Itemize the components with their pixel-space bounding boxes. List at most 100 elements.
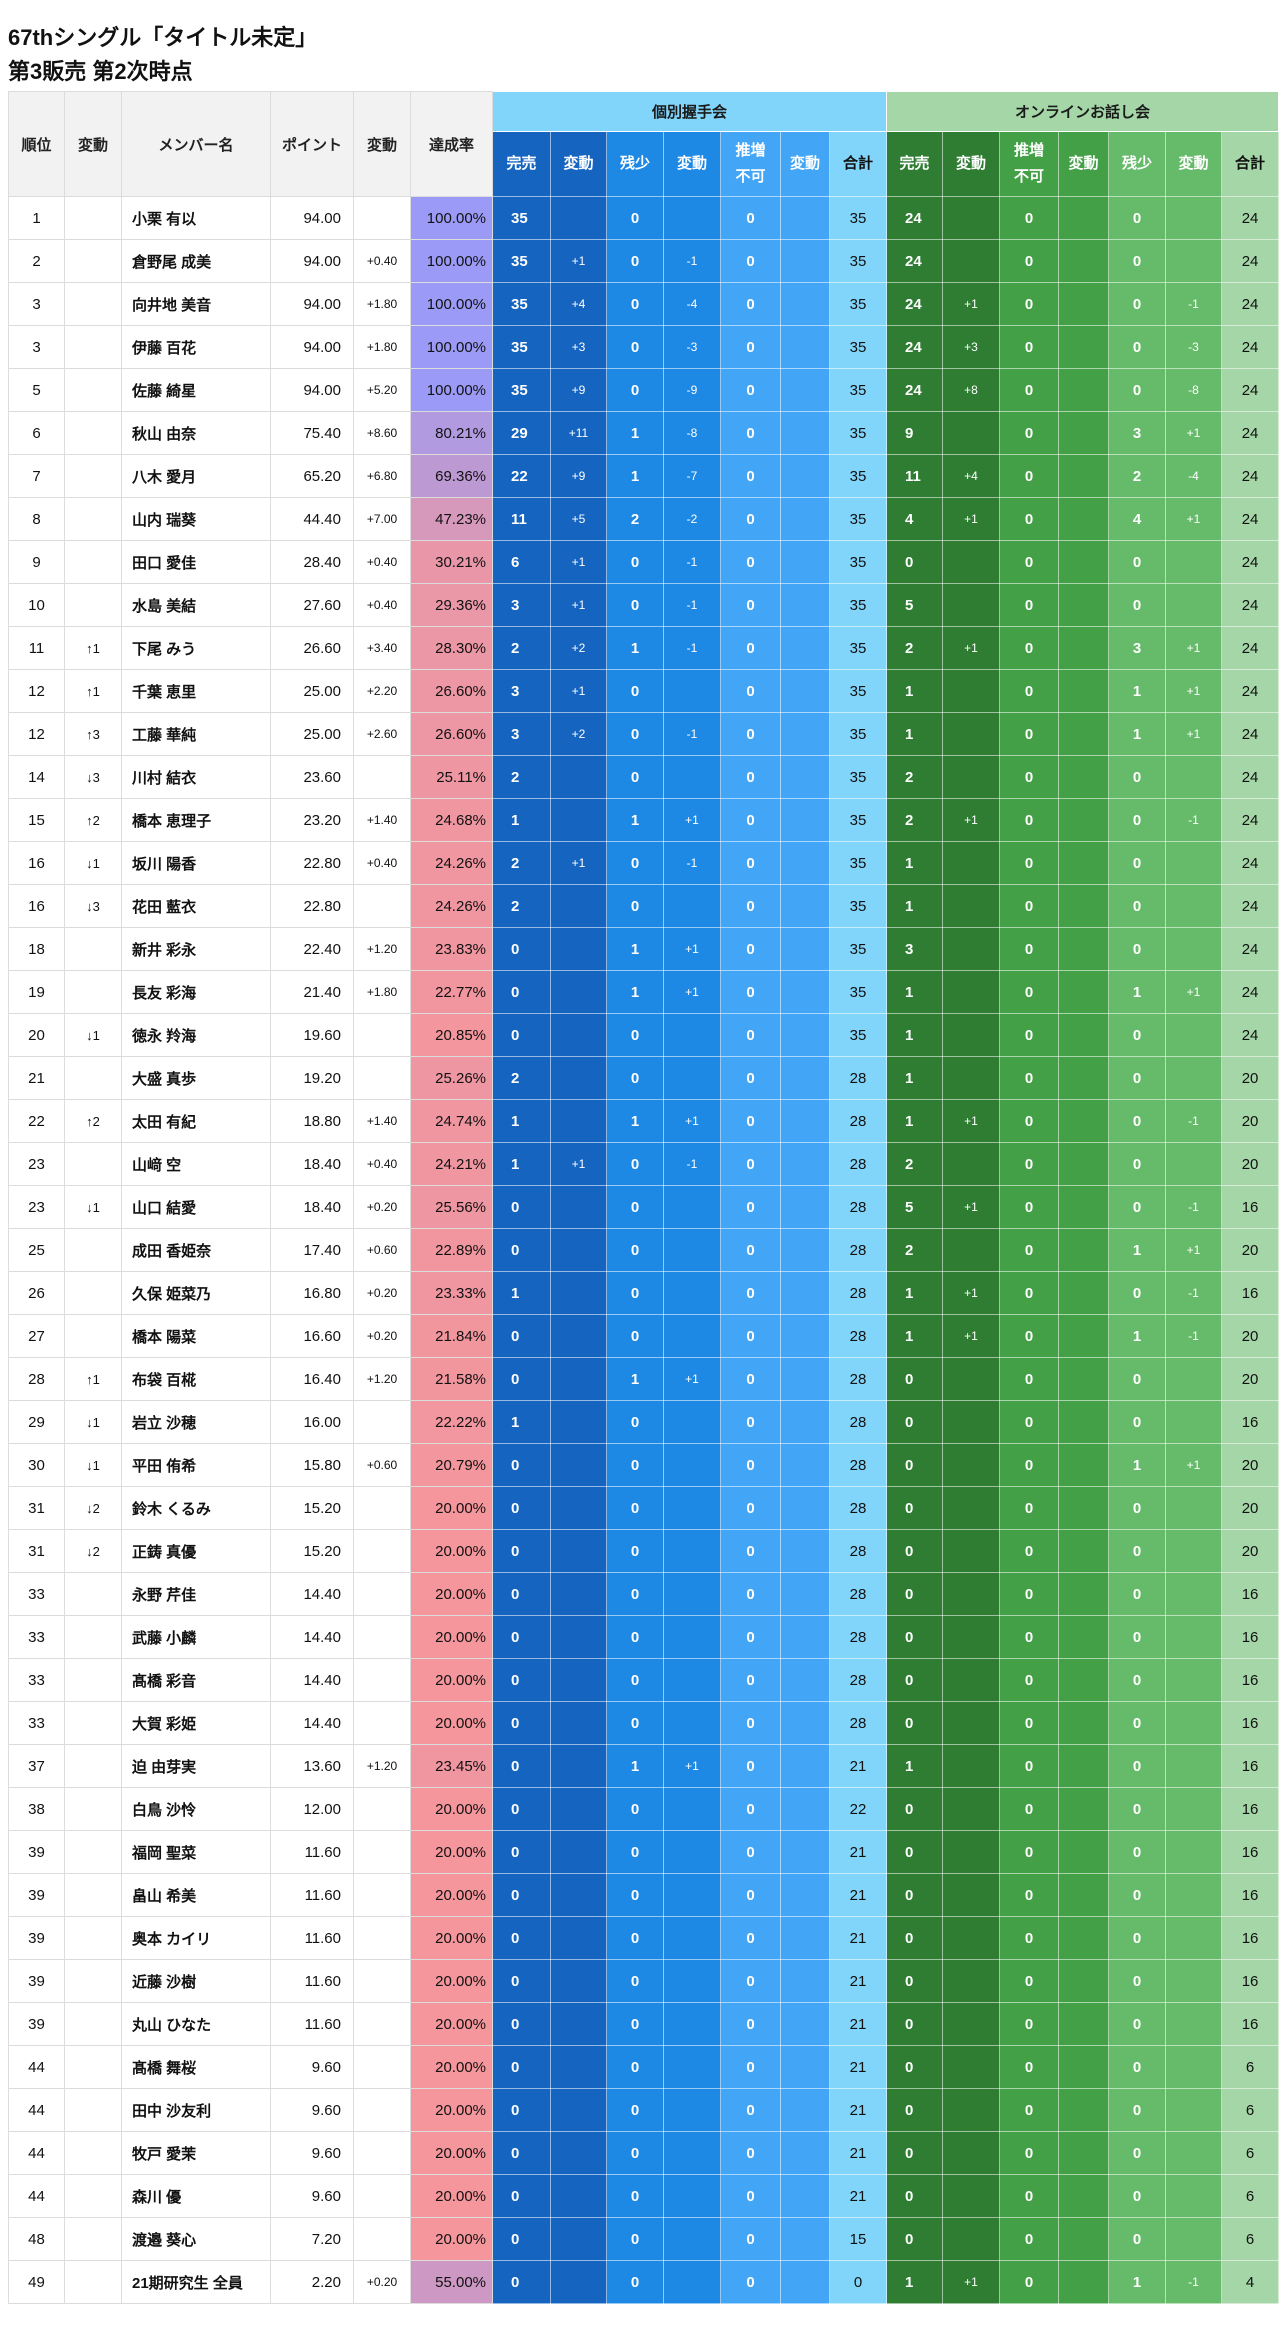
table-row[interactable]: 30 ↓1 平田 侑希 15.80 +0.60 20.79% 0 0 0 28 0 0 1 +1 20 (8, 1443, 1280, 1487)
table-row[interactable]: 10 水島 美結 27.60 +0.40 29.36% 3 +1 0 -1 0 35 5 0 0 24 (8, 583, 1280, 627)
handshake-cell: 35 (828, 196, 888, 240)
table-row[interactable]: 8 山内 瑞葵 44.40 +7.00 47.23% 11 +5 2 -2 0 35 4 +1 0 4 +1 2… (8, 497, 1280, 541)
table-row[interactable]: 33 大賀 彩姫 14.40 20.00% 0 0 0 28 0 0 0 16 (8, 1701, 1280, 1745)
handshake-col-header: 合計 (828, 131, 888, 197)
table-row[interactable]: 5 佐藤 綺星 94.00 +5.20 100.00% 35 +9 0 -9 0 35 24 +8 0 0-… (8, 368, 1280, 412)
table-row[interactable]: 38 白鳥 沙怜 12.00 20.00% 0 0 0 22 0 0 0 16 (8, 1787, 1280, 1831)
handshake-cell: +1 (550, 583, 607, 627)
table-row[interactable]: 14 ↓3 川村 結衣 23.60 25.11% 2 0 0 35 2 0 0 24 (8, 755, 1280, 799)
table-row[interactable]: 6 秋山 由奈 75.40 +8.60 80.21% 29 +11 1 -8 0 35 9 0 3 +1 24 (8, 411, 1280, 455)
table-row[interactable]: 7 八木 愛月 65.20 +6.80 69.36% 22 +9 1 -7 0 35 11 +4 0 2 -4… (8, 454, 1280, 498)
table-row[interactable]: 21 大盛 真歩 19.20 25.26% 2 0 0 28 1 0 0 20 (8, 1056, 1280, 1100)
table-row[interactable]: 20 ↓1 徳永 羚海 19.60 20.85% 0 0 0 35 1 0 0 24 (8, 1013, 1280, 1057)
online-cell (1058, 196, 1110, 240)
points-delta-cell (353, 1701, 411, 1745)
handshake-cell: 35 (828, 540, 888, 584)
table-row[interactable]: 11 ↑1 下尾 みう 26.60 +3.40 28.30% 2 +2 1 -1 0 35 2 +1 0 3 +… (8, 626, 1280, 670)
ranking-body: 1 小栗 有以 94.00 100.00% 35 0 0 35 24 0 0 24 2 倉野尾 成美 94.… (8, 196, 1280, 2304)
rank-move-cell: ↑2 (64, 798, 122, 842)
achievement-rate-cell: 28.30% (410, 626, 493, 670)
table-row[interactable]: 23 ↓1 山口 結愛 18.40 +0.20 25.56% 0 0 0 28 5 +1 0 0 -1 16 (8, 1185, 1280, 1229)
table-row[interactable]: 44 森川 優 9.60 20.00% 0 0 0 21 0 0 0 6 (8, 2174, 1280, 2218)
handshake-cell (663, 2002, 721, 2046)
table-row[interactable]: 28 ↑1 布袋 百椛 16.40 +1.20 21.58% 0 1 +1 0 28 0 0 0 20 (8, 1357, 1280, 1401)
handshake-cell: 0 (720, 1056, 781, 1100)
handshake-cell: 1 (492, 1142, 551, 1186)
handshake-cell (780, 1271, 830, 1315)
table-row[interactable]: 12 ↑1 千葉 恵里 25.00 +2.20 26.60% 3 +1 0 0 35 1 0 1 +1 24 (8, 669, 1280, 713)
table-row[interactable]: 39 畠山 希美 11.60 20.00% 0 0 0 21 0 0 0 16 (8, 1873, 1280, 1917)
table-row[interactable]: 26 久保 姫菜乃 16.80 +0.20 23.33% 1 0 0 28 1 +1 0 0 -1 16 (8, 1271, 1280, 1315)
table-row[interactable]: 1 小栗 有以 94.00 100.00% 35 0 0 35 24 0 0 24 (8, 196, 1280, 240)
table-row[interactable]: 2 倉野尾 成美 94.00 +0.40 100.00% 35 +1 0 -1 0 35 24 0 0 24 (8, 239, 1280, 283)
table-row[interactable]: 19 長友 彩海 21.40 +1.80 22.77% 0 1 +1 0 35 1 0 1 +1 24 (8, 970, 1280, 1014)
online-cell (1165, 2088, 1223, 2132)
table-row[interactable]: 16 ↓3 花田 藍衣 22.80 24.26% 2 0 0 35 1 0 0 24 (8, 884, 1280, 928)
online-cell (1058, 1056, 1110, 1100)
online-cell: 16 (1221, 1916, 1280, 1960)
table-row[interactable]: 27 橋本 陽菜 16.60 +0.20 21.84% 0 0 0 28 1 +1 0 1 -1 20 (8, 1314, 1280, 1358)
table-row[interactable]: 48 渡邉 葵心 7.20 20.00% 0 0 0 15 0 0 0 6 (8, 2217, 1280, 2261)
online-cell: 0 (1108, 1529, 1167, 1573)
table-row[interactable]: 37 迫 由芽実 13.60 +1.20 23.45% 0 1 +1 0 21 1 0 0 16 (8, 1744, 1280, 1788)
handshake-cell: +1 (663, 1099, 721, 1143)
points-delta-cell: +1.20 (353, 1744, 411, 1788)
header-rank[interactable]: 順位 (8, 91, 65, 197)
points-delta-cell (353, 1400, 411, 1444)
achievement-rate-cell: 23.45% (410, 1744, 493, 1788)
online-cell: 16 (1221, 1744, 1280, 1788)
rank-cell: 2 (8, 239, 65, 283)
table-row[interactable]: 49 21期研究生 全員 2.20 +0.20 55.00% 0 0 0 0 1 +1 0 1 -1 4 (8, 2260, 1280, 2304)
table-row[interactable]: 44 牧戸 愛茉 9.60 20.00% 0 0 0 21 0 0 0 6 (8, 2131, 1280, 2175)
header-delta[interactable]: 変動 (353, 91, 411, 197)
table-row[interactable]: 22 ↑2 太田 有紀 18.80 +1.40 24.74% 1 1 +1 0 28 1 +1 0 0 -1 2… (8, 1099, 1280, 1143)
table-row[interactable]: 23 山﨑 空 18.40 +0.40 24.21% 1 +1 0 -1 0 28 2 0 0 20 (8, 1142, 1280, 1186)
table-row[interactable]: 33 永野 芹佳 14.40 20.00% 0 0 0 28 0 0 0 16 (8, 1572, 1280, 1616)
member-name-cell: 工藤 華純 (121, 712, 271, 756)
table-row[interactable]: 25 成田 香姫奈 17.40 +0.60 22.89% 0 0 0 28 2 0 1 +1 20 (8, 1228, 1280, 1272)
table-row[interactable]: 16 ↓1 坂川 陽香 22.80 +0.40 24.26% 2 +1 0 -1 0 35 1 0 0 24 (8, 841, 1280, 885)
handshake-cell: 35 (828, 884, 888, 928)
handshake-cell (780, 1529, 830, 1573)
points-delta-cell (353, 1830, 411, 1874)
online-cell: -1 (1165, 1314, 1223, 1358)
table-row[interactable]: 3 伊藤 百花 94.00 +1.80 100.00% 35 +3 0 -3 0 35 24 +3 0 0-… (8, 325, 1280, 369)
achievement-rate-cell: 24.74% (410, 1099, 493, 1143)
table-row[interactable]: 9 田口 愛佳 28.40 +0.40 30.21% 6 +1 0 -1 0 35 0 0 0 24 (8, 540, 1280, 584)
table-row[interactable]: 39 丸山 ひなた 11.60 20.00% 0 0 0 21 0 0 0 16 (8, 2002, 1280, 2046)
table-row[interactable]: 33 髙橋 彩音 14.40 20.00% 0 0 0 28 0 0 0 16 (8, 1658, 1280, 1702)
online-cell: 24 (886, 368, 944, 412)
handshake-cell (780, 2045, 830, 2089)
table-row[interactable]: 44 髙橋 舞桜 9.60 20.00% 0 0 0 21 0 0 0 6 (8, 2045, 1280, 2089)
table-row[interactable]: 29 ↓1 岩立 沙穂 16.00 22.22% 1 0 0 28 0 0 0 16 (8, 1400, 1280, 1444)
header-points[interactable]: ポイント (270, 91, 354, 197)
table-row[interactable]: 15 ↑2 橋本 恵理子 23.20 +1.40 24.68% 1 1 +1 0 35 2 +1 0 0 -1… (8, 798, 1280, 842)
handshake-cell: 0 (720, 1744, 781, 1788)
handshake-cell: +5 (550, 497, 607, 541)
online-cell (942, 411, 1001, 455)
online-cell: 1 (886, 1056, 944, 1100)
header-rate[interactable]: 達成率 (410, 91, 493, 197)
table-row[interactable]: 44 田中 沙友利 9.60 20.00% 0 0 0 21 0 0 0 6 (8, 2088, 1280, 2132)
online-cell (1165, 1013, 1223, 1057)
online-cell (1165, 583, 1223, 627)
handshake-cell: 1 (606, 454, 664, 498)
table-row[interactable]: 33 武藤 小麟 14.40 20.00% 0 0 0 28 0 0 0 16 (8, 1615, 1280, 1659)
table-row[interactable]: 39 奥本 カイリ 11.60 20.00% 0 0 0 21 0 0 0 16 (8, 1916, 1280, 1960)
handshake-cell: 28 (828, 1228, 888, 1272)
table-row[interactable]: 31 ↓2 正鋳 真優 15.20 20.00% 0 0 0 28 0 0 0 20 (8, 1529, 1280, 1573)
table-row[interactable]: 3 向井地 美音 94.00 +1.80 100.00% 35 +4 0 -4 0 35 24 +1 0 0… (8, 282, 1280, 326)
table-row[interactable]: 39 福岡 聖菜 11.60 20.00% 0 0 0 21 0 0 0 16 (8, 1830, 1280, 1874)
handshake-cell (550, 2217, 607, 2261)
table-row[interactable]: 31 ↓2 鈴木 くるみ 15.20 20.00% 0 0 0 28 0 0 0 20 (8, 1486, 1280, 1530)
handshake-cell (550, 1400, 607, 1444)
rank-move-cell (64, 239, 122, 283)
table-row[interactable]: 39 近藤 沙樹 11.60 20.00% 0 0 0 21 0 0 0 16 (8, 1959, 1280, 2003)
rank-cell: 33 (8, 1701, 65, 1745)
table-row[interactable]: 18 新井 彩永 22.40 +1.20 23.83% 0 1 +1 0 35 3 0 0 24 (8, 927, 1280, 971)
handshake-cell: 6 (492, 540, 551, 584)
table-row[interactable]: 12 ↑3 工藤 華純 25.00 +2.60 26.60% 3 +2 0 -1 0 35 1 0 1 +1 2… (8, 712, 1280, 756)
handshake-cell (663, 1185, 721, 1229)
header-name[interactable]: メンバー名 (121, 91, 271, 197)
header-move[interactable]: 変動 (64, 91, 122, 197)
